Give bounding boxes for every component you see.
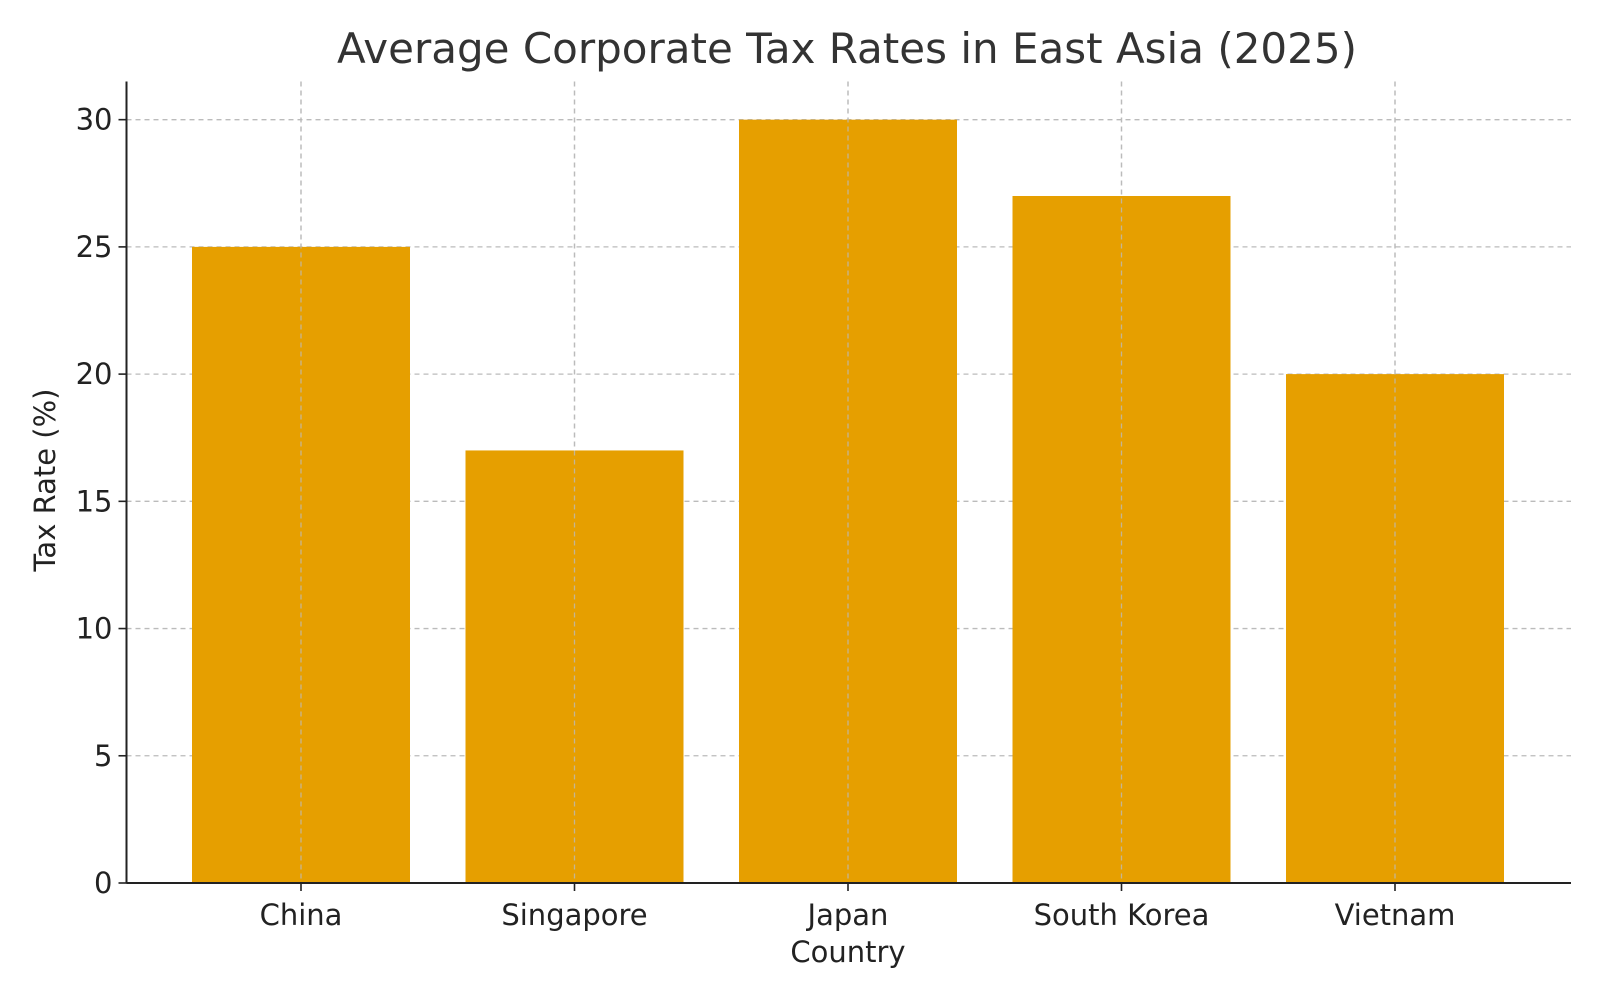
x-tick-label: Japan [806,898,889,932]
x-axis-label: Country [790,935,905,969]
x-tick-label: South Korea [1034,898,1210,932]
chart-title: Average Corporate Tax Rates in East Asia… [337,24,1357,73]
y-tick-label: 10 [76,612,113,646]
y-tick-label: 15 [76,484,113,518]
x-ticks: China Singapore Japan South Korea Vietnam [260,883,1456,932]
x-tick-label: Vietnam [1335,898,1456,932]
y-tick-label: 0 [94,866,112,900]
y-tick-label: 20 [76,357,113,391]
y-tick-label: 5 [94,739,112,773]
x-tick-label: Singapore [501,898,647,932]
x-tick-label: China [260,898,343,932]
y-axis-label: Tax Rate (%) [28,389,62,573]
y-tick-label: 30 [76,103,113,137]
bars [192,81,1504,883]
y-ticks: 0 5 10 15 20 25 30 [76,103,127,900]
bar-vietnam [1286,374,1504,883]
y-tick-label: 25 [76,230,113,264]
